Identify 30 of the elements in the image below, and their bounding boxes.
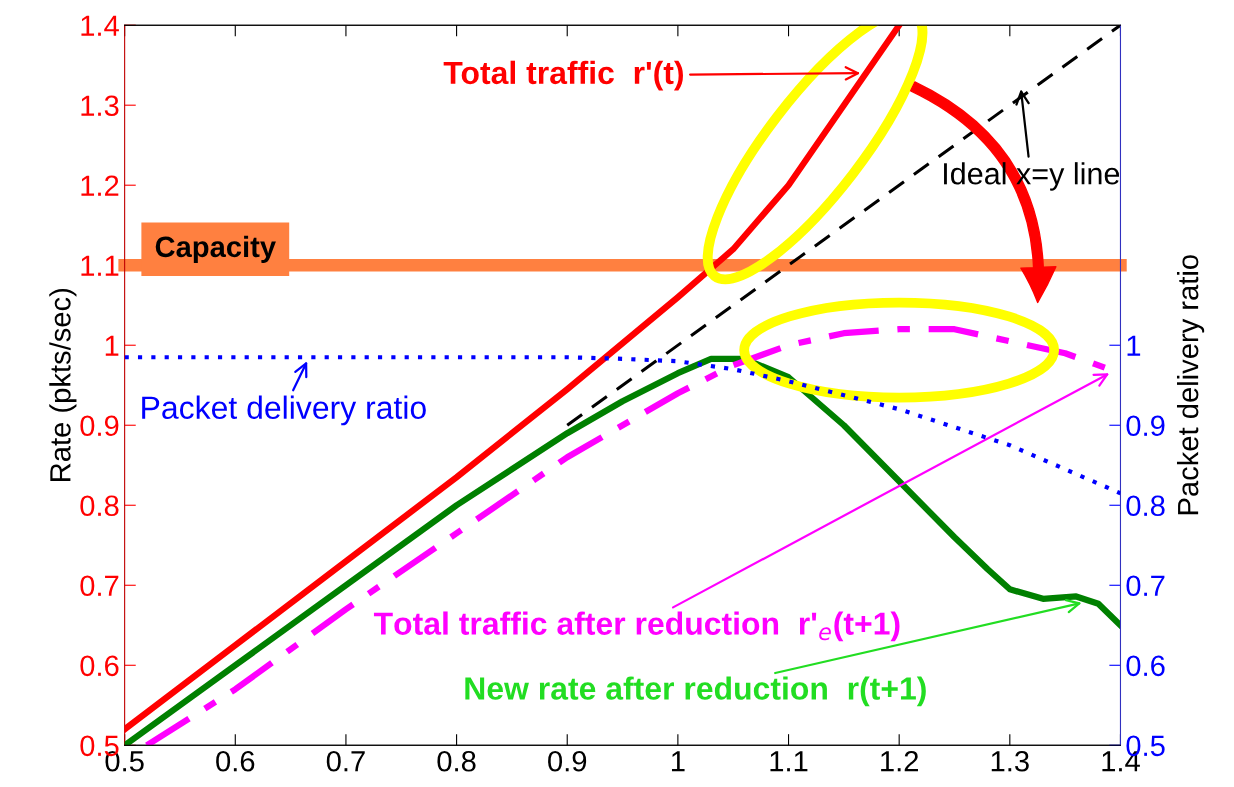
annotation: Total traffic r'(t) bbox=[443, 60, 683, 91]
annotation: Packet delivery ratio bbox=[142, 395, 426, 426]
y-tick-label: 1.4 bbox=[81, 15, 119, 36]
y2-tick-label: 0.7 bbox=[1126, 575, 1165, 597]
x-tick-label: 0.8 bbox=[437, 750, 476, 772]
y-tick-label: 1.2 bbox=[81, 175, 119, 196]
x-tick-label: 0.6 bbox=[216, 750, 255, 772]
y-tick-label: 0.7 bbox=[80, 575, 119, 597]
line-series bbox=[124, 355, 1121, 496]
y2-axis-title: Packet delivery ratio bbox=[1176, 255, 1205, 515]
y2-tick-label: 1 bbox=[1127, 335, 1141, 356]
x-tick-label: 1 bbox=[671, 751, 685, 772]
y-tick-label: 0.6 bbox=[80, 655, 119, 677]
x-tick-label: 1.2 bbox=[881, 750, 918, 772]
annotation: Total traffic after reduction r'$_{e}$(t+1) bbox=[373, 611, 900, 642]
annotation: New rate after reduction r(t+1) bbox=[465, 676, 926, 707]
x-tick-label: 0.7 bbox=[326, 750, 365, 772]
x-tick-label: 1.3 bbox=[991, 750, 1029, 772]
y-tick-label: 0.8 bbox=[80, 495, 119, 517]
x-tick-label: 1.1 bbox=[770, 751, 808, 772]
y-tick-label: 1 bbox=[105, 335, 119, 356]
y-tick-label: 1.1 bbox=[81, 255, 119, 276]
y2-tick-label: 0.8 bbox=[1126, 495, 1165, 517]
y2-tick-label: 0.6 bbox=[1126, 655, 1165, 677]
y2-tick-label: 0.9 bbox=[1126, 415, 1165, 437]
y-tick-label: 1.3 bbox=[81, 95, 119, 117]
ref-line-label: Capacity bbox=[155, 235, 276, 263]
x-tick-label: 0.9 bbox=[548, 750, 587, 772]
y-tick-label: 0.9 bbox=[80, 415, 119, 437]
y-axis-title: Rate (pkts/sec) bbox=[49, 288, 77, 481]
